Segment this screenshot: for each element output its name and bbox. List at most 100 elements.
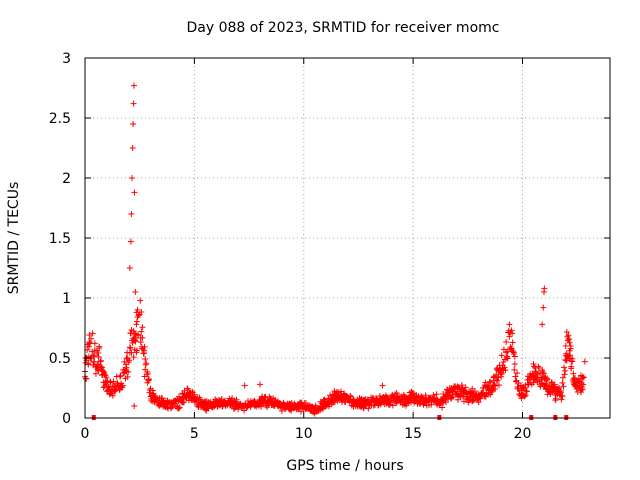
data-point — [146, 389, 153, 396]
x-tick-label: 20 — [514, 426, 532, 442]
data-point — [383, 393, 390, 400]
data-point — [103, 374, 110, 381]
data-point — [502, 367, 509, 374]
data-point — [559, 379, 566, 386]
data-point — [139, 334, 146, 341]
data-point — [475, 399, 482, 406]
data-point — [91, 358, 98, 365]
data-point — [565, 336, 572, 343]
data-point — [137, 339, 144, 346]
data-point — [135, 331, 142, 338]
data-point — [365, 405, 372, 412]
data-point — [581, 358, 588, 365]
data-point — [572, 375, 578, 382]
data-point — [523, 388, 530, 395]
data-point — [523, 388, 530, 395]
data-point — [138, 328, 145, 335]
data-point — [129, 175, 136, 181]
data-point — [486, 378, 493, 385]
data-point — [98, 365, 105, 372]
data-point — [418, 393, 425, 400]
data-point — [347, 392, 354, 399]
data-point — [509, 339, 516, 346]
data-point — [342, 399, 349, 406]
data-point — [131, 189, 138, 196]
data-point — [119, 382, 126, 389]
chart-title: Day 088 of 2023, SRMTID for receiver mom… — [187, 20, 500, 36]
data-point — [439, 404, 446, 411]
data-point — [100, 384, 107, 391]
data-point — [129, 145, 136, 151]
data-point — [89, 348, 96, 355]
data-point — [126, 265, 133, 271]
data-point — [118, 383, 125, 390]
data-point — [393, 390, 400, 397]
data-point — [489, 386, 496, 393]
data-point — [124, 373, 131, 380]
data-point — [83, 375, 90, 382]
data-point — [389, 402, 396, 409]
data-point — [563, 328, 570, 335]
data-point — [487, 379, 494, 386]
data-point — [552, 395, 559, 402]
data-point — [510, 348, 517, 355]
data-point — [557, 388, 564, 395]
data-point — [433, 391, 440, 398]
data-point — [539, 321, 546, 328]
data-point — [544, 376, 551, 383]
data-point — [258, 403, 265, 410]
data-point — [471, 388, 478, 395]
data-point — [580, 381, 587, 388]
data-point — [480, 389, 487, 396]
data-point — [110, 378, 117, 385]
data-point — [460, 398, 467, 405]
data-point — [101, 370, 108, 377]
x-axis-label: GPS time / hours — [286, 458, 403, 474]
data-point — [142, 356, 149, 363]
data-point — [506, 321, 513, 328]
data-point — [128, 211, 135, 217]
data-point — [535, 363, 542, 370]
data-point — [278, 407, 285, 414]
data-point — [89, 330, 96, 337]
y-tick-label: 3 — [62, 51, 71, 67]
data-point — [191, 391, 198, 398]
data-point — [167, 405, 174, 412]
data-point — [112, 383, 119, 390]
grid — [85, 58, 610, 418]
data-point — [132, 289, 139, 295]
data-point — [347, 393, 354, 400]
data-point — [503, 354, 510, 361]
data-point — [541, 285, 548, 292]
data-point — [257, 381, 263, 388]
data-point — [85, 343, 92, 350]
y-tick-label: 2.5 — [49, 111, 71, 127]
data-point — [552, 397, 559, 404]
data-point — [98, 364, 105, 371]
data-point — [298, 408, 305, 415]
data-point — [580, 374, 587, 381]
data-point — [107, 379, 114, 386]
data-point — [492, 382, 499, 389]
data-point — [95, 353, 102, 360]
data-point — [568, 365, 575, 372]
data-point — [131, 82, 137, 89]
data-point — [184, 385, 191, 392]
data-point — [387, 401, 394, 408]
data-point — [261, 394, 268, 401]
data-point — [512, 378, 519, 385]
data-point — [144, 371, 151, 378]
data-point — [511, 366, 518, 373]
data-point — [503, 339, 510, 346]
data-point — [422, 392, 429, 399]
data-point — [141, 343, 148, 350]
data-point — [565, 332, 572, 339]
data-point — [142, 361, 149, 368]
data-point — [535, 365, 542, 372]
data-point — [137, 297, 144, 304]
axis-ticks: 0 5 10 15 20 0 0.5 1 1.5 2 2.5 3 — [49, 51, 610, 442]
data-point — [235, 406, 242, 413]
y-tick-label: 0.5 — [49, 351, 71, 367]
data-point — [559, 374, 566, 381]
data-point — [556, 384, 563, 391]
